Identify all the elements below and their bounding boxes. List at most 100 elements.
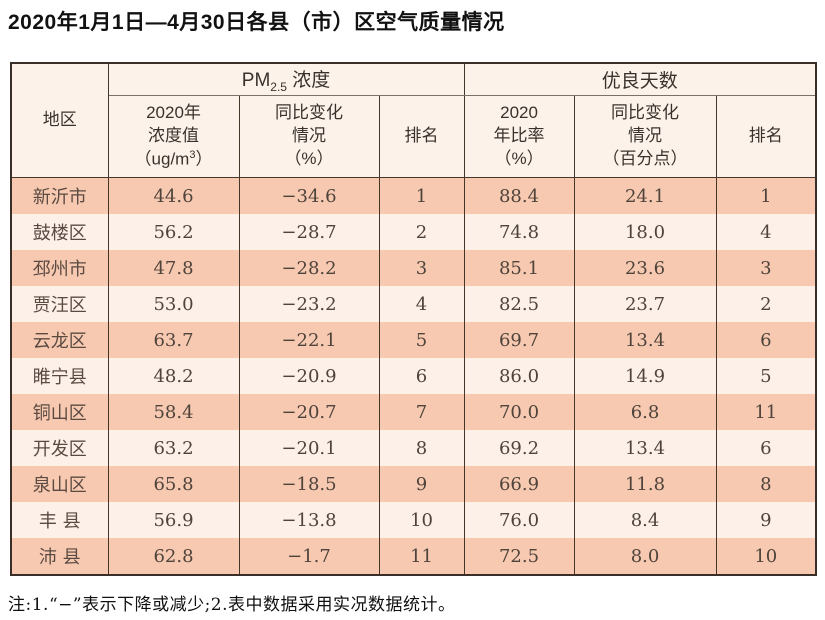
header-pm-value: 2020年 浓度值 （ug/m3） <box>107 95 240 178</box>
good-ratio-line1: 2020 <box>500 103 538 123</box>
pm-change-cell: −20.1 <box>238 430 380 466</box>
pm-group-suffix: 浓度 <box>286 70 331 92</box>
good-change-cell: 23.6 <box>573 250 717 286</box>
good-ratio-cell: 85.1 <box>463 250 575 286</box>
pm-rank-cell: 6 <box>378 358 465 394</box>
pm-value-cell: 63.7 <box>107 322 240 358</box>
header-region: 地区 <box>10 63 109 178</box>
good-change-cell: 11.8 <box>573 466 717 502</box>
good-change-cell: 13.4 <box>573 430 717 466</box>
pm-value-line2: 浓度值 <box>148 125 199 145</box>
good-ratio-line2: 年比率 <box>493 126 545 146</box>
pm-change-cell: −20.9 <box>238 358 380 394</box>
good-change-cell: 13.4 <box>573 322 717 358</box>
region-cell: 开发区 <box>10 430 109 466</box>
good-rank-cell: 11 <box>715 394 817 430</box>
pm-group-text: PM <box>241 70 271 92</box>
good-rank-cell: 6 <box>715 322 817 358</box>
pm-rank-cell: 9 <box>378 466 465 502</box>
pm-change-cell: −28.7 <box>238 214 380 250</box>
good-ratio-cell: 74.8 <box>463 214 575 250</box>
good-change-line2: 情况 <box>628 126 663 146</box>
pm-change-cell: −18.5 <box>238 466 380 502</box>
table-row: 鼓楼区 56.2 −28.7 2 74.8 18.0 4 <box>10 214 817 250</box>
pm-value-cell: 56.2 <box>107 214 240 250</box>
pm-rank-cell: 5 <box>378 322 465 358</box>
good-change-cell: 8.4 <box>573 502 717 538</box>
region-cell: 丰 县 <box>10 502 109 538</box>
good-rank-cell: 8 <box>715 466 817 502</box>
good-rank-cell: 3 <box>715 250 817 286</box>
pm-change-cell: −22.1 <box>238 322 380 358</box>
good-rank-cell: 4 <box>715 214 817 250</box>
table-row: 新沂市 44.6 −34.6 1 88.4 24.1 1 <box>10 177 817 214</box>
good-ratio-cell: 69.2 <box>463 430 575 466</box>
pm-change-cell: −28.2 <box>238 250 380 286</box>
good-rank-cell: 9 <box>715 502 817 538</box>
pm-rank-cell: 10 <box>378 502 465 538</box>
good-change-cell: 14.9 <box>573 358 717 394</box>
good-rank-cell: 5 <box>715 358 817 394</box>
pm-value-cell: 63.2 <box>107 430 240 466</box>
page-title: 2020年1月1日—4月30日各县（市）区空气质量情况 <box>8 11 505 34</box>
pm-rank-cell: 1 <box>378 177 465 214</box>
header-good-days-group: 优良天数 <box>463 63 817 96</box>
good-ratio-cell: 69.7 <box>463 322 575 358</box>
header-good-rank: 排名 <box>715 95 817 178</box>
good-rank-cell: 1 <box>715 177 817 214</box>
table-row: 丰 县 56.9 −13.8 10 76.0 8.4 9 <box>10 502 817 538</box>
good-change-cell: 6.8 <box>573 394 717 430</box>
air-quality-table: 地区 PM2.5 浓度 优良天数 2020年 浓度值 （ug/m3） 同比变化 … <box>10 62 818 576</box>
region-cell: 邳州市 <box>10 250 109 286</box>
header-group-row: 地区 PM2.5 浓度 优良天数 <box>10 63 817 178</box>
table-row: 泉山区 65.8 −18.5 9 66.9 11.8 8 <box>10 466 817 502</box>
pm-change-line1: 同比变化 <box>275 103 343 123</box>
pm-change-cell: −23.2 <box>238 286 380 322</box>
pm-change-line2: 情况 <box>292 126 326 146</box>
good-change-cell: 23.7 <box>573 286 717 322</box>
pm-change-line3: （%） <box>284 148 334 168</box>
table-row: 铜山区 58.4 −20.7 7 70.0 6.8 11 <box>10 394 817 430</box>
good-change-cell: 24.1 <box>573 177 717 214</box>
pm-value-unit: （ug/m3） <box>134 148 213 169</box>
region-cell: 贾汪区 <box>10 286 109 322</box>
pm-value-cell: 53.0 <box>107 286 240 322</box>
pm-value-cell: 62.8 <box>107 538 240 575</box>
table-row: 贾汪区 53.0 −23.2 4 82.5 23.7 2 <box>10 286 817 322</box>
good-change-cell: 8.0 <box>573 538 717 575</box>
pm-value-cell: 58.4 <box>107 394 240 430</box>
good-rank-cell: 2 <box>715 286 817 322</box>
good-rank-cell: 10 <box>715 538 817 575</box>
good-rank-cell: 6 <box>715 430 817 466</box>
good-ratio-cell: 88.4 <box>463 177 575 214</box>
pm-value-cell: 44.6 <box>107 177 240 214</box>
good-change-line3: （百分点） <box>602 148 688 168</box>
pm-rank-cell: 11 <box>378 538 465 575</box>
pm-change-cell: −13.8 <box>238 502 380 538</box>
good-ratio-cell: 72.5 <box>463 538 575 575</box>
good-ratio-cell: 66.9 <box>463 466 575 502</box>
pm-rank-cell: 2 <box>378 214 465 250</box>
pm-value-cell: 47.8 <box>107 250 240 286</box>
header-pm-change: 同比变化 情况 （%） <box>238 95 380 178</box>
region-cell: 沛 县 <box>10 538 109 575</box>
footnote: 注:1.“−”表示下降或减少;2.表中数据采用实况数据统计。 <box>8 595 456 615</box>
pm-value-line1: 2020年 <box>146 102 201 122</box>
region-cell: 新沂市 <box>10 177 109 214</box>
table-row: 邳州市 47.8 −28.2 3 85.1 23.6 3 <box>10 250 817 286</box>
table-row: 睢宁县 48.2 −20.9 6 86.0 14.9 5 <box>10 358 817 394</box>
pm-value-cell: 65.8 <box>107 466 240 502</box>
region-cell: 泉山区 <box>10 466 109 502</box>
pm-rank-cell: 8 <box>378 430 465 466</box>
pm-rank-cell: 4 <box>378 286 465 322</box>
pm-change-cell: −20.7 <box>238 394 380 430</box>
good-change-cell: 18.0 <box>573 214 717 250</box>
pm-value-cell: 56.9 <box>107 502 240 538</box>
header-pm-rank: 排名 <box>378 95 465 178</box>
table-row: 沛 县 62.8 −1.7 11 72.5 8.0 10 <box>10 538 817 575</box>
region-cell: 睢宁县 <box>10 358 109 394</box>
cubed-superscript: 3 <box>189 148 196 161</box>
good-ratio-cell: 76.0 <box>463 502 575 538</box>
header-good-ratio: 2020 年比率 （%） <box>463 95 575 178</box>
